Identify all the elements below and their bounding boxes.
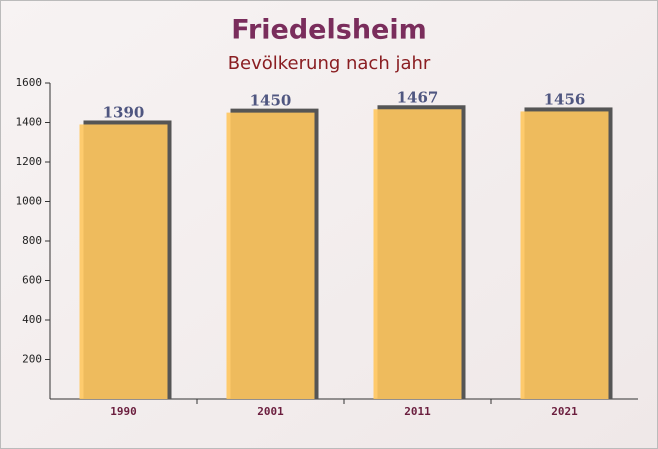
x-tick-label: 1990 [110,405,137,418]
bar [373,109,462,399]
bar [226,112,315,399]
x-tick-label: 2001 [257,405,284,418]
x-tick-label: 2011 [404,405,431,418]
chart-subtitle: Bevölkerung nach jahr [228,53,431,74]
y-tick-label: 1400 [16,116,43,129]
y-tick-label: 800 [22,234,42,247]
y-tick-label: 600 [22,274,42,287]
y-tick-label: 1000 [16,195,43,208]
value-label: 1467 [397,88,439,106]
value-label: 1456 [544,90,586,108]
x-tick-label: 2021 [551,405,578,418]
y-tick-label: 1600 [16,76,43,89]
y-tick-label: 400 [22,313,42,326]
bar [520,111,609,399]
value-label: 1390 [103,103,145,121]
y-tick-label: 1200 [16,155,43,168]
bar [79,124,168,399]
value-label: 1450 [250,92,292,110]
y-tick-label: 200 [22,353,42,366]
chart-title: Friedelsheim [231,15,427,46]
